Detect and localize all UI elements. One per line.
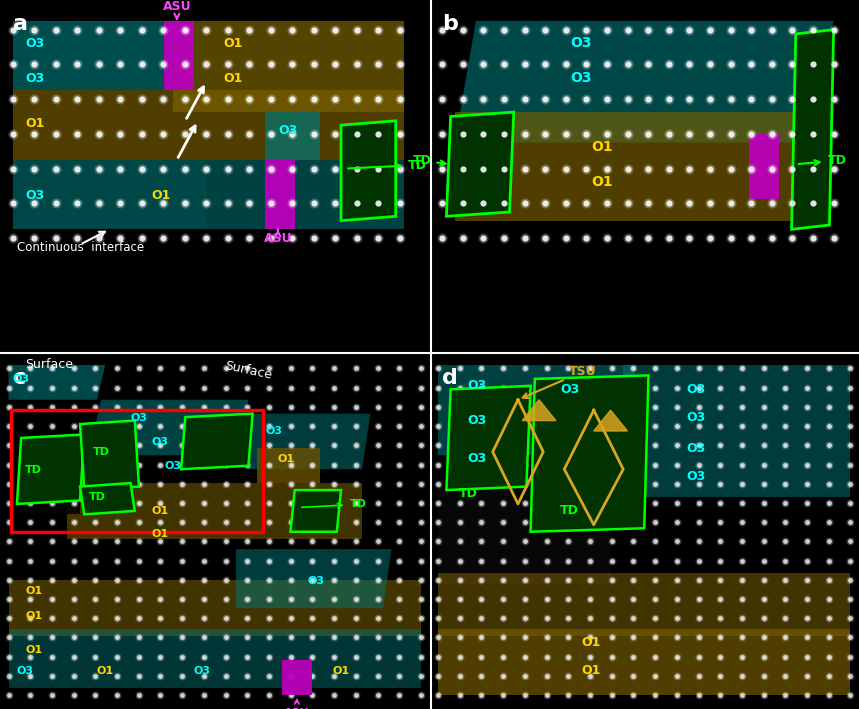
Text: O1: O1 xyxy=(591,175,613,189)
Polygon shape xyxy=(235,549,392,608)
Text: ASU: ASU xyxy=(162,0,192,19)
Polygon shape xyxy=(438,480,611,584)
Polygon shape xyxy=(17,435,84,504)
Polygon shape xyxy=(13,160,206,230)
Text: O1: O1 xyxy=(151,189,171,202)
Text: Surface: Surface xyxy=(223,359,273,382)
Text: a: a xyxy=(13,14,27,34)
Polygon shape xyxy=(80,420,139,490)
Polygon shape xyxy=(80,483,135,515)
Polygon shape xyxy=(447,386,531,490)
Text: ASU: ASU xyxy=(264,230,292,245)
Text: O3: O3 xyxy=(265,427,283,437)
Polygon shape xyxy=(181,413,253,469)
Text: TD: TD xyxy=(560,504,579,518)
Text: O3: O3 xyxy=(686,411,705,423)
Text: TD: TD xyxy=(799,155,846,167)
Text: TD: TD xyxy=(26,464,42,475)
Text: O1: O1 xyxy=(581,664,600,677)
Text: O3: O3 xyxy=(26,37,45,50)
Text: O3: O3 xyxy=(570,36,592,50)
Polygon shape xyxy=(265,112,320,160)
Polygon shape xyxy=(67,483,362,539)
Polygon shape xyxy=(290,490,341,532)
Text: ASU: ASU xyxy=(284,700,309,709)
Polygon shape xyxy=(455,21,834,143)
Polygon shape xyxy=(447,112,514,216)
Polygon shape xyxy=(531,376,649,532)
Text: O3: O3 xyxy=(17,666,34,676)
Text: TD: TD xyxy=(88,493,106,503)
Polygon shape xyxy=(257,448,320,483)
Text: O1: O1 xyxy=(332,666,350,676)
Text: c: c xyxy=(13,369,26,389)
Text: O3: O3 xyxy=(467,452,487,465)
Polygon shape xyxy=(624,365,850,497)
Text: O3: O3 xyxy=(308,576,325,586)
Polygon shape xyxy=(164,21,193,91)
Text: O3: O3 xyxy=(164,462,181,471)
Text: O3: O3 xyxy=(193,666,210,676)
Text: O3: O3 xyxy=(13,374,30,384)
Text: O1: O1 xyxy=(151,506,168,516)
Text: TD: TD xyxy=(459,487,478,500)
Text: TSU: TSU xyxy=(522,365,596,398)
Text: O1: O1 xyxy=(26,586,42,596)
Text: O3: O3 xyxy=(131,413,148,423)
Text: O1: O1 xyxy=(581,637,600,649)
Polygon shape xyxy=(594,410,627,431)
Text: O3: O3 xyxy=(26,189,45,202)
Text: b: b xyxy=(442,14,458,34)
Text: O3: O3 xyxy=(686,383,705,396)
Text: TD: TD xyxy=(93,447,110,457)
Text: Surface: Surface xyxy=(26,359,73,372)
Polygon shape xyxy=(749,134,779,199)
Polygon shape xyxy=(9,581,421,636)
Text: O1: O1 xyxy=(26,610,42,620)
Text: O1: O1 xyxy=(591,140,613,154)
Polygon shape xyxy=(438,365,636,455)
Polygon shape xyxy=(522,400,556,420)
Text: O3: O3 xyxy=(686,442,705,455)
Text: O3: O3 xyxy=(467,379,487,392)
Polygon shape xyxy=(438,629,850,695)
Text: O3: O3 xyxy=(26,72,45,84)
Text: O3: O3 xyxy=(151,437,168,447)
Polygon shape xyxy=(248,413,370,469)
Polygon shape xyxy=(88,400,248,455)
Polygon shape xyxy=(792,30,834,230)
Text: Continuous  interface: Continuous interface xyxy=(17,241,144,254)
Polygon shape xyxy=(9,365,106,400)
Text: d: d xyxy=(442,369,458,389)
Text: O1: O1 xyxy=(151,529,168,539)
Polygon shape xyxy=(173,21,405,112)
Text: O3: O3 xyxy=(560,383,579,396)
Text: O1: O1 xyxy=(97,666,114,676)
Polygon shape xyxy=(206,160,405,230)
Polygon shape xyxy=(455,112,813,220)
Text: O3: O3 xyxy=(570,71,592,84)
Text: O1: O1 xyxy=(26,117,45,130)
Text: O1: O1 xyxy=(26,645,42,655)
Polygon shape xyxy=(282,660,312,695)
Polygon shape xyxy=(341,121,396,220)
Polygon shape xyxy=(438,574,850,636)
Polygon shape xyxy=(9,445,80,515)
Text: O1: O1 xyxy=(223,72,242,84)
Text: TD: TD xyxy=(412,155,446,167)
Text: O1: O1 xyxy=(223,37,242,50)
Bar xyxy=(10,410,263,532)
Text: O3: O3 xyxy=(278,124,297,137)
Polygon shape xyxy=(9,629,421,688)
Polygon shape xyxy=(265,160,295,230)
Polygon shape xyxy=(13,91,405,160)
Text: TD: TD xyxy=(348,159,427,172)
Polygon shape xyxy=(13,21,193,91)
Text: O3: O3 xyxy=(467,414,487,427)
Text: O3: O3 xyxy=(686,469,705,483)
Text: O1: O1 xyxy=(278,454,295,464)
Text: TD: TD xyxy=(302,499,367,510)
